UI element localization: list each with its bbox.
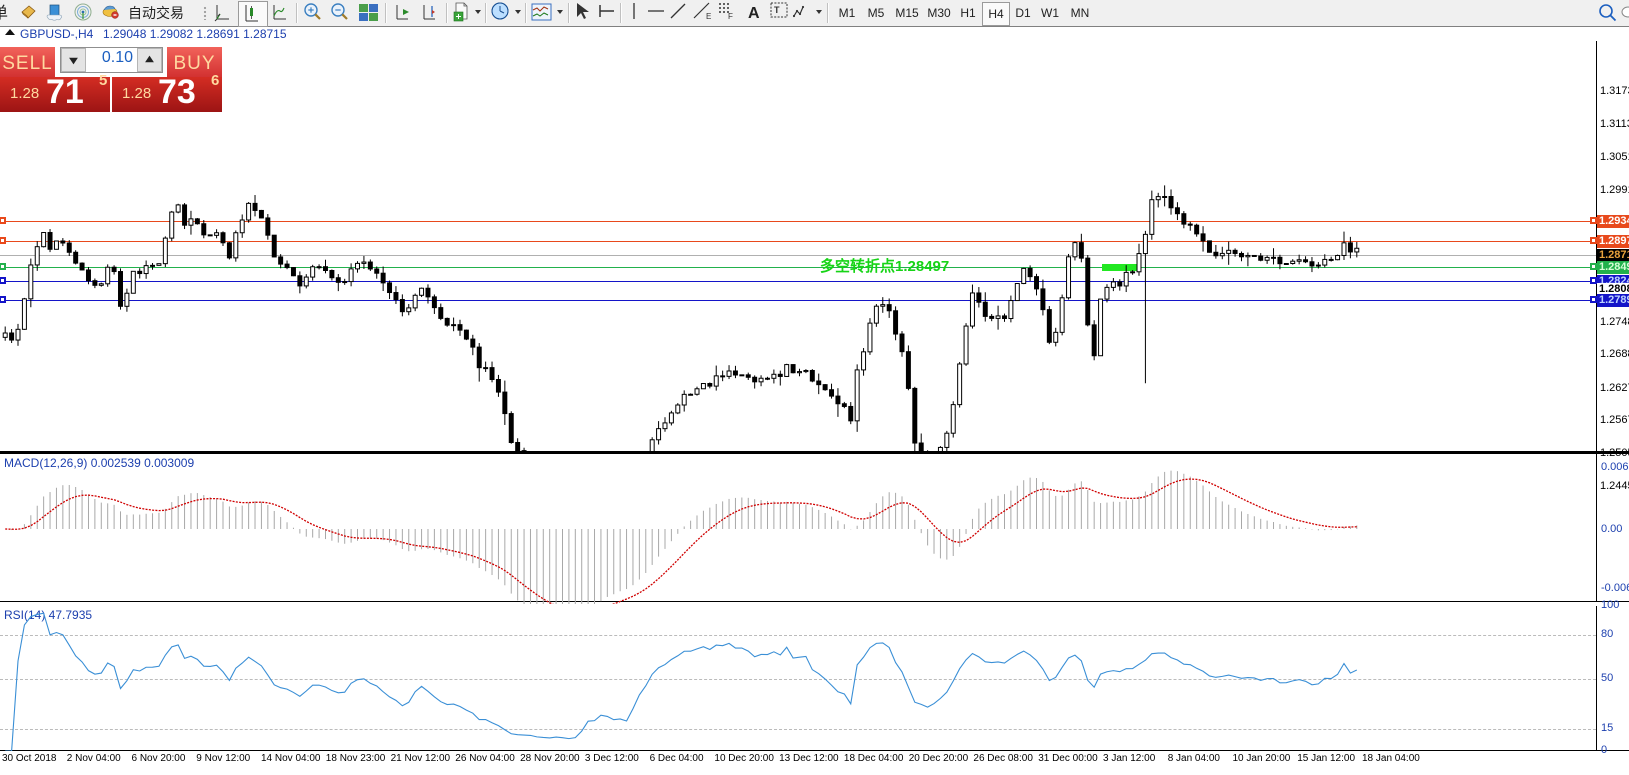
svg-text:T: T bbox=[774, 5, 780, 15]
svg-text:F: F bbox=[728, 12, 733, 20]
svg-text:E: E bbox=[706, 12, 711, 20]
